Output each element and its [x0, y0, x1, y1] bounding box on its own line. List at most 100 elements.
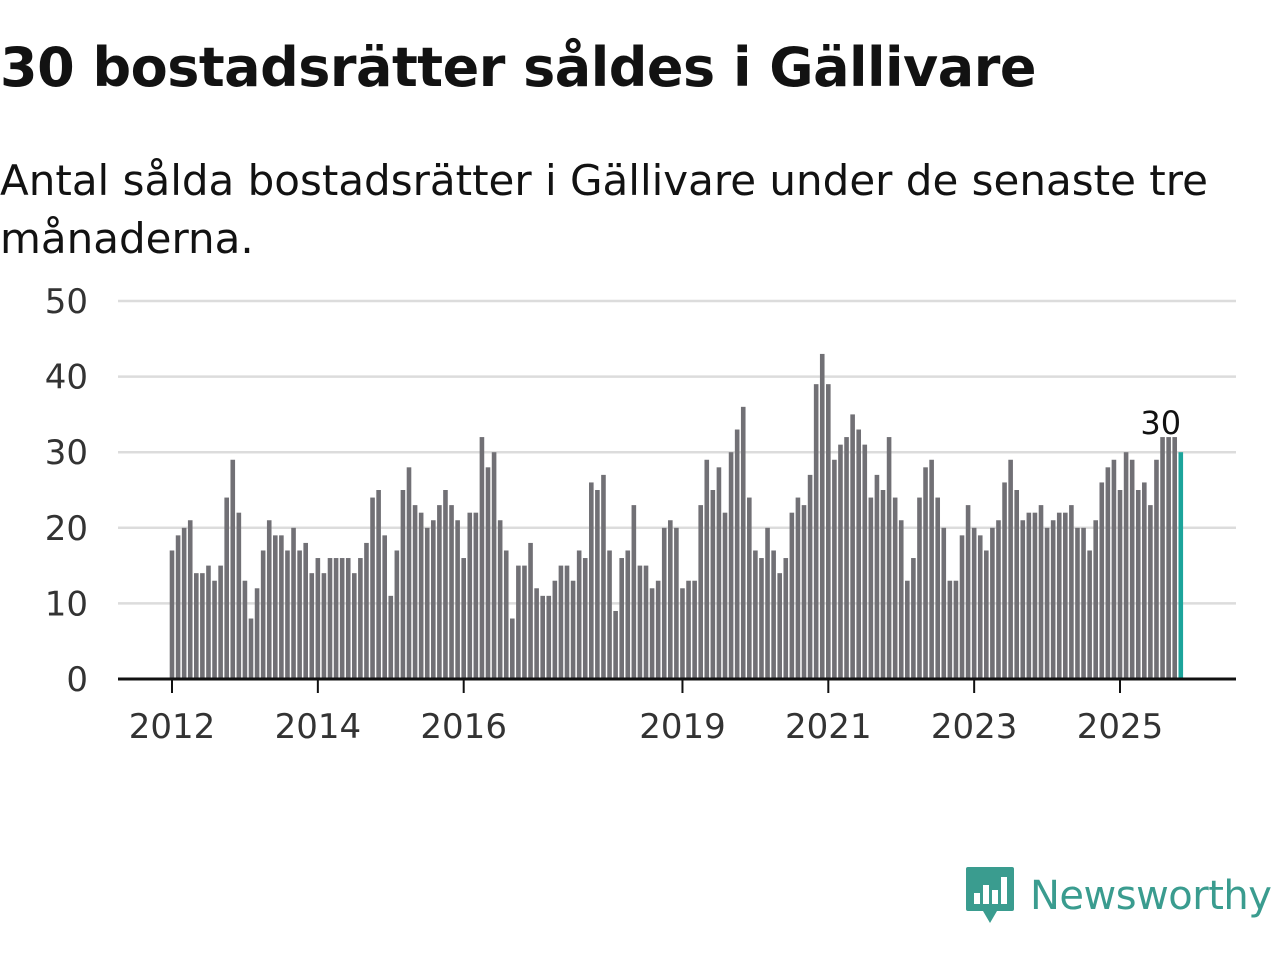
bar: [601, 474, 606, 679]
bar: [576, 550, 582, 679]
bar: [643, 565, 649, 679]
bar: [345, 558, 351, 679]
bar: [1075, 527, 1080, 679]
bar: [892, 497, 898, 679]
bar: [759, 558, 764, 679]
bar: [412, 505, 418, 679]
bar: [266, 520, 272, 679]
bar: [850, 414, 855, 679]
bar: [819, 353, 825, 679]
bar: [273, 535, 278, 679]
bar: [437, 505, 442, 679]
x-tick-label: 2014: [275, 707, 362, 747]
bar: [589, 482, 594, 679]
bar: [868, 497, 874, 679]
bar: [564, 565, 570, 679]
bar: [333, 558, 339, 679]
bar: [953, 580, 959, 679]
bar: [1002, 482, 1007, 679]
bar: [394, 550, 400, 679]
bar: [248, 618, 254, 679]
bar: [485, 467, 491, 679]
bar: [692, 580, 697, 679]
y-axis-ticks: 0 10 20 30 40 50: [45, 282, 88, 700]
bar: [1014, 490, 1020, 679]
bar: [1044, 527, 1050, 679]
bar: [528, 542, 533, 679]
bar: [1142, 482, 1147, 679]
bar: [674, 527, 679, 679]
bar: [224, 497, 229, 679]
bar: [747, 497, 752, 679]
bar: [1056, 512, 1062, 679]
last-value-label: 30: [1140, 404, 1181, 442]
bar: [1008, 459, 1013, 679]
bar: [734, 429, 740, 679]
bar: [965, 505, 971, 679]
bar: [400, 490, 406, 679]
bar: [516, 565, 521, 679]
bar: [510, 618, 515, 679]
bar: [200, 573, 205, 679]
bar: [461, 558, 466, 679]
bar: [406, 467, 412, 679]
bar: [522, 565, 527, 679]
bar: [862, 444, 868, 679]
bar: [218, 565, 223, 679]
bar: [917, 497, 922, 679]
bar: [388, 595, 394, 679]
bar: [996, 520, 1001, 679]
bar: [339, 558, 345, 679]
x-tick-label: 2021: [785, 707, 872, 747]
bar: [1032, 512, 1038, 679]
bar: [291, 527, 296, 679]
bar: [631, 505, 637, 679]
bar: [455, 520, 460, 679]
bar: [582, 558, 588, 679]
bar: [1063, 512, 1068, 679]
bar: [947, 580, 953, 679]
bar: [728, 452, 734, 679]
bar: [546, 595, 552, 679]
bar: [1105, 467, 1111, 679]
bar: [801, 505, 807, 679]
bar: [364, 542, 369, 679]
bar: [935, 497, 941, 679]
bar: [443, 490, 448, 679]
y-tick-label: 50: [45, 282, 88, 322]
bar: [880, 490, 886, 679]
bar: [777, 573, 782, 679]
bar: [941, 527, 947, 679]
bar: [1038, 505, 1044, 679]
bar: [722, 512, 728, 679]
bar: [929, 459, 934, 679]
bar: [686, 580, 691, 679]
bar: [431, 520, 436, 679]
bar: [479, 437, 485, 679]
bar: [795, 497, 801, 679]
bar: [649, 588, 655, 679]
bar: [1087, 550, 1092, 679]
bar: [886, 437, 892, 679]
bar: [230, 459, 236, 679]
bar: [194, 573, 199, 679]
bar: [206, 565, 211, 679]
bar: [1160, 437, 1165, 679]
bar: [1081, 527, 1086, 679]
x-tick-label: 2016: [420, 707, 507, 747]
bar: [1135, 490, 1141, 679]
bar: [175, 535, 181, 679]
x-axis-ticks: 2012 2014 2016 2019 2021 2023 2025: [129, 679, 1163, 747]
y-tick-label: 0: [66, 660, 88, 700]
brand-name: Newsworthy: [1030, 873, 1272, 919]
bar: [1172, 437, 1178, 679]
bar: [376, 490, 381, 679]
bar: [783, 558, 789, 679]
bar: [661, 527, 667, 679]
bar: [984, 550, 989, 679]
bar: [540, 595, 545, 679]
bar: [1117, 490, 1123, 679]
bar: [1050, 520, 1056, 679]
bar: [303, 542, 308, 679]
bar: [619, 558, 624, 679]
